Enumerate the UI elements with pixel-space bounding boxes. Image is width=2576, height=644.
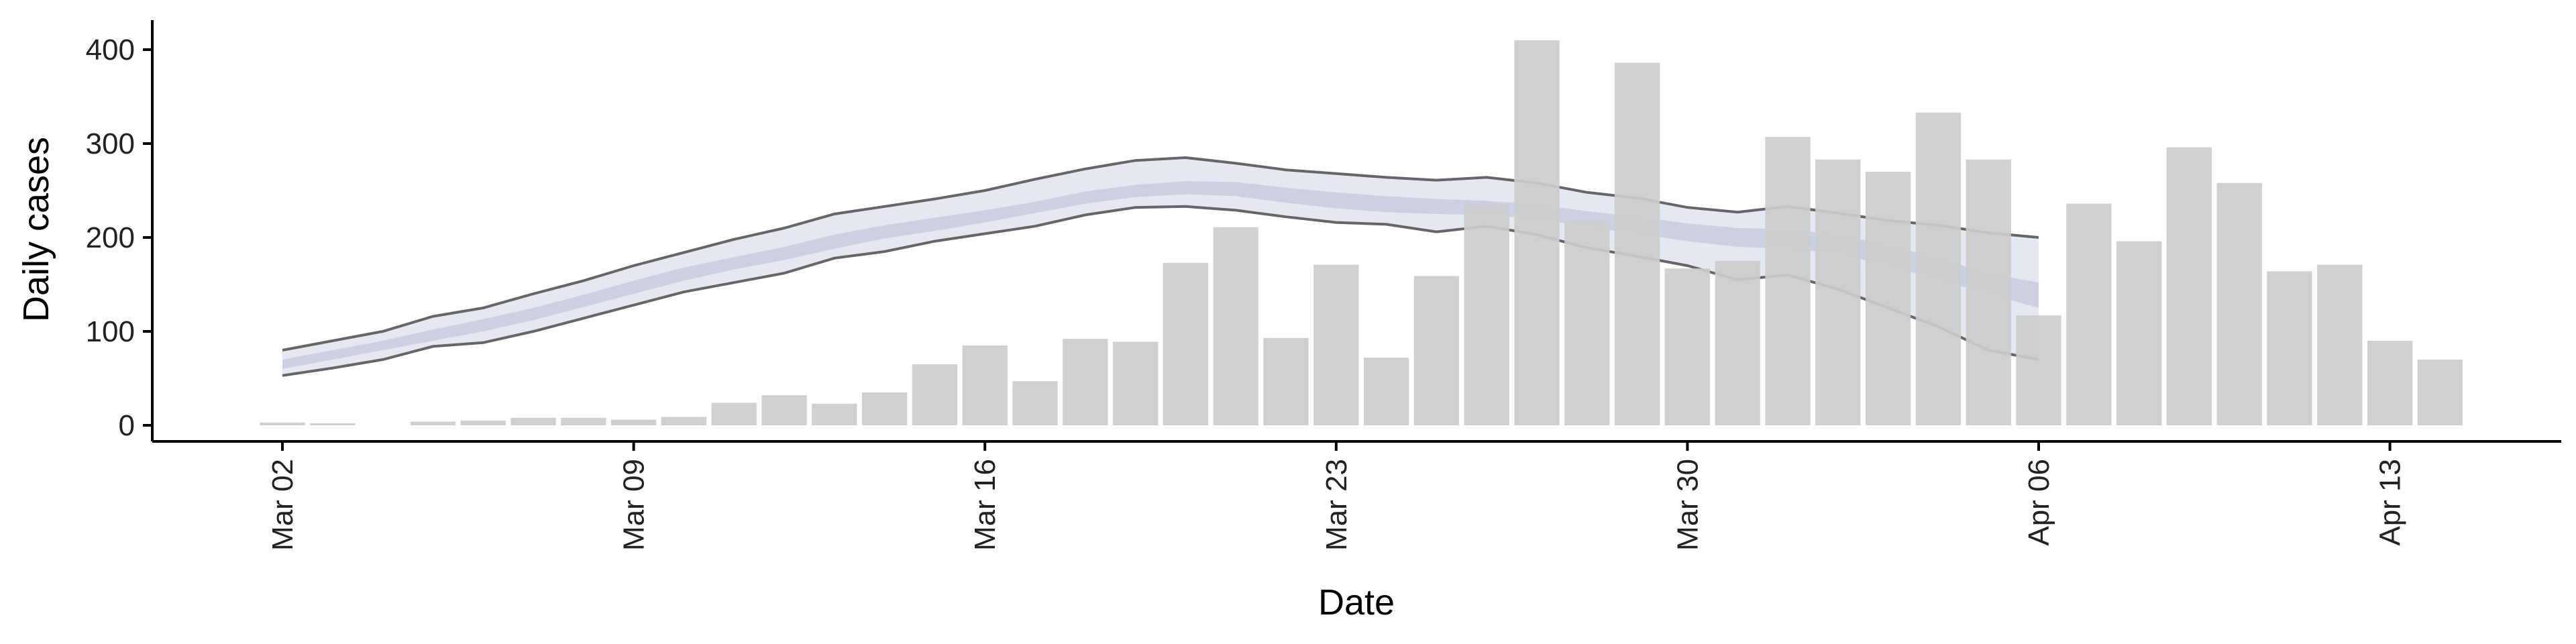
- x-axis-title: Date: [1318, 582, 1395, 623]
- bar: [260, 422, 305, 425]
- bar: [1413, 276, 1460, 425]
- band-outer: [282, 158, 2039, 376]
- bar: [2367, 341, 2413, 425]
- bar: [2417, 360, 2463, 425]
- bar: [1765, 137, 1811, 425]
- bars-layer: [260, 40, 2463, 426]
- bar: [310, 423, 356, 425]
- bar: [1915, 112, 1962, 426]
- bar: [2267, 271, 2312, 425]
- x-tick-label: Mar 23: [1320, 459, 1353, 551]
- bar: [610, 419, 657, 425]
- bar: [1664, 268, 1711, 425]
- bar: [861, 392, 908, 425]
- bar: [812, 403, 857, 425]
- x-tick-label: Mar 02: [266, 459, 299, 551]
- ticks-layer: 0 100 200 300 400 Mar 02 Mar 09 Mar 16 Mar 23 Mar…: [86, 34, 2407, 551]
- bar: [2216, 182, 2262, 425]
- bar: [1363, 358, 1409, 425]
- bar: [1112, 341, 1159, 425]
- bar: [460, 421, 506, 425]
- bar: [2317, 264, 2363, 425]
- bar: [2066, 203, 2112, 425]
- axes-layer: [151, 20, 2561, 443]
- bar: [511, 417, 556, 425]
- bar: [1063, 339, 1108, 425]
- bar: [1514, 40, 1560, 425]
- x-tick-label: Mar 16: [969, 459, 1002, 551]
- bar: [1313, 264, 1359, 425]
- bar: [1865, 172, 1911, 425]
- bar: [912, 364, 958, 425]
- bar: [2166, 147, 2212, 425]
- y-axis-title: Daily cases: [16, 137, 56, 322]
- bar: [1815, 159, 1861, 426]
- bar: [410, 421, 456, 425]
- y-tick-label: 200: [86, 221, 135, 254]
- bar: [1614, 62, 1660, 426]
- bar: [1564, 220, 1610, 425]
- bar: [1464, 205, 1509, 425]
- y-tick-label: 100: [86, 315, 135, 348]
- bar: [711, 402, 757, 425]
- bar: [1213, 227, 1258, 425]
- bar: [661, 417, 707, 425]
- bar: [1012, 381, 1058, 425]
- bar: [561, 417, 606, 425]
- y-tick-label: 0: [119, 409, 135, 442]
- bar: [1715, 261, 1760, 425]
- bar: [2116, 241, 2162, 425]
- x-tick-label: Apr 06: [2023, 459, 2055, 546]
- y-tick-label: 400: [86, 34, 135, 66]
- x-tick-label: Mar 09: [618, 459, 651, 551]
- bar: [1263, 337, 1309, 425]
- x-tick-label: Mar 30: [1671, 459, 1704, 551]
- y-tick-label: 300: [86, 127, 135, 160]
- bar: [761, 395, 807, 425]
- bar: [2016, 315, 2061, 425]
- bar: [1163, 262, 1209, 425]
- line-upper: [282, 156, 2039, 352]
- bar: [962, 345, 1008, 425]
- x-tick-label: Apr 13: [2374, 459, 2407, 546]
- bar: [1966, 159, 2011, 426]
